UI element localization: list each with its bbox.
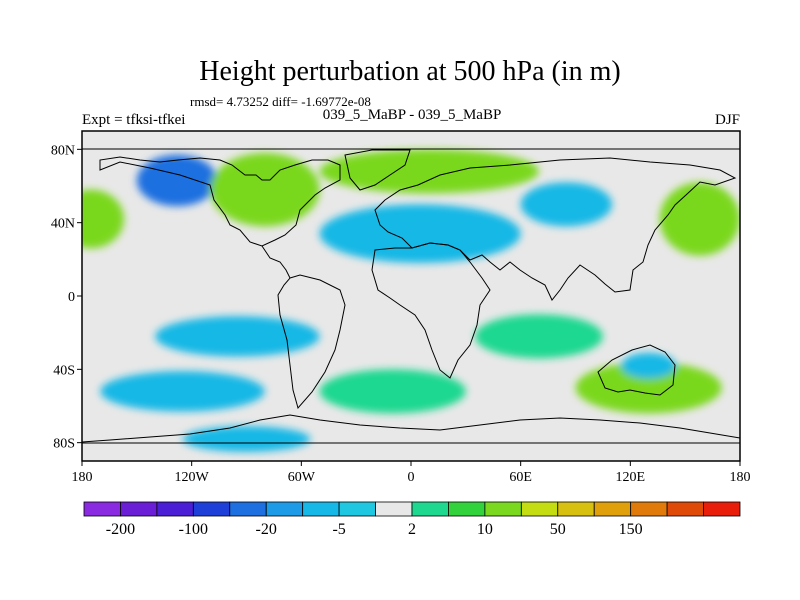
colorbar-swatch [557, 501, 595, 517]
field-region-pos-south-atlantic [319, 369, 466, 414]
colorbar-swatch [630, 501, 668, 517]
x-tick-label: 60W [288, 470, 316, 485]
field-region-pos-north-east-pacific [659, 182, 740, 256]
colorbar-label: 10 [477, 521, 493, 538]
colorbar-swatch [83, 501, 121, 517]
colorbar-swatch [593, 501, 632, 517]
colorbar: -200 -100 -20 -5 2 10 50 150 [83, 501, 741, 538]
x-tick-label: 180 [730, 470, 751, 485]
colorbar-swatch [666, 501, 704, 517]
field-region-neg-north-pacific [136, 154, 218, 207]
field-region-neg-southern-ocean [100, 371, 265, 412]
x-tick-label: 0 [408, 470, 415, 485]
colorbar-swatch [448, 501, 486, 517]
coast-south-america [277, 274, 346, 410]
colorbar-swatch [703, 501, 741, 517]
coast-antarctica [82, 414, 740, 443]
x-tick-label: 180 [72, 470, 93, 485]
x-tick-label: 120W [175, 470, 210, 485]
colorbar-swatch [192, 501, 231, 517]
field-region-neg-atlantic-eurasia [319, 204, 521, 263]
field-region-neg-south-indian [621, 352, 677, 379]
colorbar-swatch [265, 501, 304, 517]
field-region-pos-indian-ocean [474, 314, 603, 359]
y-tick-label: 40N [51, 217, 75, 232]
chart-title: Height perturbation at 500 hPa (in m) [199, 56, 620, 87]
field-region-neg-east-asia [520, 182, 613, 227]
colorbar-swatch [229, 501, 267, 517]
y-tick-label: 40S [53, 363, 75, 378]
season-label: DJF [715, 112, 740, 128]
coast-africa [371, 242, 491, 379]
colorbar-swatch [484, 501, 522, 517]
coast-australia [597, 344, 676, 396]
experiment-label: Expt = tfksi-tfkei [82, 112, 185, 128]
field-region-pos-arctic-eurasia [319, 149, 539, 194]
field-region-neg-south-pacific [155, 316, 320, 357]
y-tick-label: 80N [51, 143, 75, 158]
stats-line: rmsd= 4.73252 diff= -1.69772e-08 [190, 94, 371, 109]
map-panel: 180 120W 60W 0 60E 120E 180 80N 40N 0 40S 80S [51, 130, 751, 485]
colorbar-swatch [302, 501, 340, 517]
center-label: 039_5_MaBP - 039_5_MaBP [323, 107, 502, 123]
colorbar-label: 50 [550, 521, 566, 538]
x-tick-label: 120E [616, 470, 646, 485]
colorbar-label: -200 [106, 521, 135, 538]
colorbar-swatch [375, 501, 413, 517]
coast-north-america [99, 156, 341, 247]
y-axis: 80N 40N 0 40S 80S [51, 143, 82, 452]
colorbar-swatch [156, 501, 194, 517]
y-tick-label: 0 [68, 290, 75, 305]
field-region-pos-north-pacific [82, 189, 125, 249]
field-region-pos-south-indian [575, 362, 722, 414]
field-region-neg-antarctic [182, 426, 311, 452]
field-layer [82, 149, 740, 452]
colorbar-swatch [520, 501, 559, 517]
colorbar-swatch [411, 501, 449, 517]
x-axis: 180 120W 60W 0 60E 120E 180 [72, 461, 751, 485]
y-tick-label: 80S [53, 437, 75, 452]
colorbar-label: -5 [332, 521, 345, 538]
coast-central-america [261, 245, 291, 279]
colorbar-label: 150 [619, 521, 643, 538]
colorbar-swatch [120, 501, 158, 517]
colorbar-label: 2 [408, 521, 416, 538]
colorbar-label: -20 [256, 521, 277, 538]
field-region-pos-north-america [209, 153, 320, 227]
x-tick-label: 60E [509, 470, 532, 485]
coastlines [82, 149, 740, 443]
coast-eurasia [374, 157, 737, 301]
colorbar-label: -100 [179, 521, 208, 538]
coast-greenland [344, 149, 411, 191]
colorbar-swatch [338, 501, 376, 517]
